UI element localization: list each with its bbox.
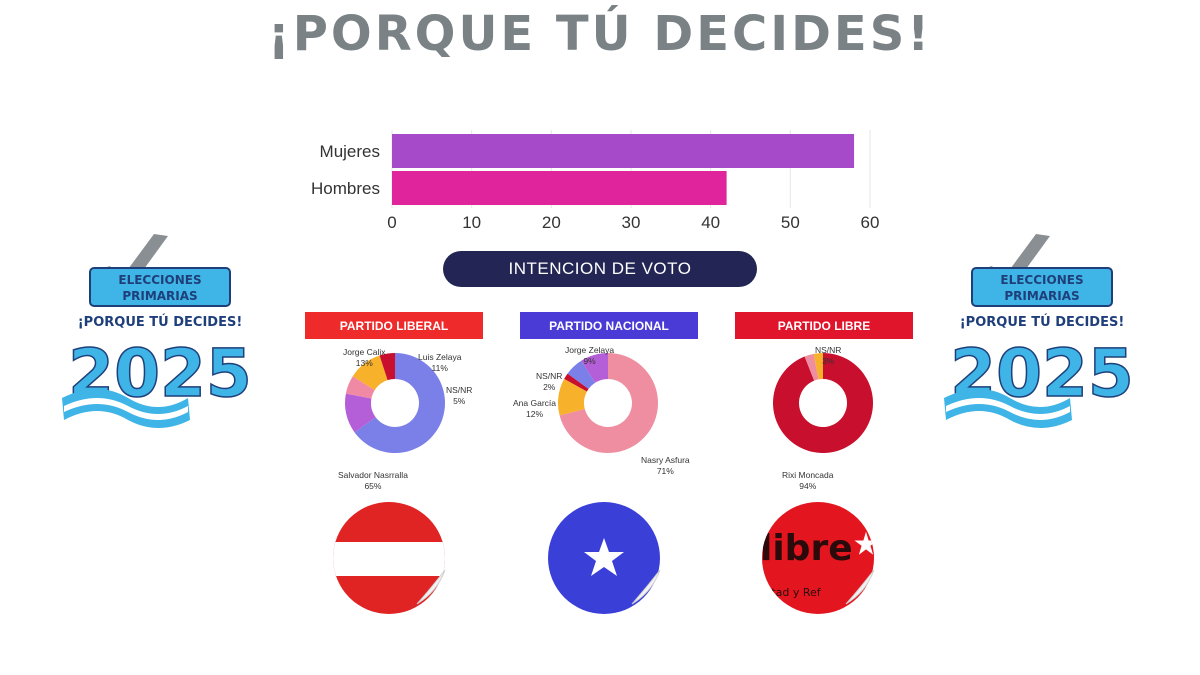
data-label-nacional-nsnr: NS/NR 2% xyxy=(536,371,563,392)
y-category-label: Mujeres xyxy=(320,142,380,161)
donut-slice xyxy=(559,353,658,453)
x-tick-label: 0 xyxy=(387,213,396,232)
data-label-liberal-nasrralla: Salvador Nasrralla 65% xyxy=(338,470,408,491)
donut-slice xyxy=(813,353,823,380)
party-header-liberal: PARTIDO LIBERAL xyxy=(305,312,483,339)
data-label-nacional-asfura: Nasry Asfura 71% xyxy=(641,455,690,476)
donut-slice xyxy=(804,353,819,381)
donut-slice xyxy=(564,373,589,392)
donut-slice xyxy=(581,353,608,383)
gender-bar-chart: 0 10 20 30 40 50 60 Mujeres Hombres xyxy=(311,130,880,232)
data-label-libre-moncada: Rixi Moncada 94% xyxy=(782,470,834,491)
liberal-donut-chart xyxy=(345,353,445,453)
bar-mujeres xyxy=(392,134,855,168)
data-label-liberal-zelaya: Luis Zelaya 11% xyxy=(418,352,462,373)
data-label-nacional-garcia: Ana García 12% xyxy=(513,398,556,419)
star-icon xyxy=(851,528,874,558)
x-tick-label: 40 xyxy=(701,213,720,232)
x-tick-label: 30 xyxy=(622,213,641,232)
data-label-liberal-nsnr: NS/NR 5% xyxy=(446,385,473,406)
nacional-donut-chart xyxy=(558,353,658,453)
logo-year: 2025 xyxy=(68,335,252,412)
donut-slice xyxy=(345,393,376,433)
donut-slice xyxy=(345,376,375,399)
libre-motto: ertad y Ref xyxy=(762,586,822,599)
x-tick-label: 50 xyxy=(781,213,800,232)
page-title: ¡PORQUE TÚ DECIDES! xyxy=(267,6,933,62)
logo-line2: PRIMARIAS xyxy=(1004,289,1079,303)
donut-slice xyxy=(354,353,445,453)
x-tick-label: 20 xyxy=(542,213,561,232)
data-label-libre-nsnr: NS/NR 3% xyxy=(815,345,842,366)
data-label-liberal-calix: Jorge Calix 13% xyxy=(343,347,386,368)
donut-slice xyxy=(773,353,873,453)
logo-tagline: ¡PORQUE TÚ DECIDES! xyxy=(960,314,1125,330)
party-header-libre: PARTIDO LIBRE xyxy=(735,312,913,339)
y-category-label: Hombres xyxy=(311,179,380,198)
logo-tagline: ¡PORQUE TÚ DECIDES! xyxy=(78,314,243,330)
party-header-label: PARTIDO NACIONAL xyxy=(549,318,669,333)
liberal-flag-sticker xyxy=(333,502,446,614)
x-tick-label: 60 xyxy=(861,213,880,232)
libre-word: libre xyxy=(762,528,853,569)
vote-intention-pill: INTENCION DE VOTO xyxy=(443,251,757,287)
star-icon xyxy=(584,538,624,576)
elecciones-primarias-logo-right: ELECCIONES PRIMARIAS ¡PORQUE TÚ DECIDES!… xyxy=(944,234,1135,428)
vote-intention-label: INTENCION DE VOTO xyxy=(508,259,692,278)
party-header-nacional: PARTIDO NACIONAL xyxy=(520,312,698,339)
donut-slice xyxy=(567,360,596,389)
logo-line1: ELECCIONES xyxy=(1000,273,1083,287)
elecciones-primarias-logo-left: ELECCIONES PRIMARIAS ¡PORQUE TÚ DECIDES!… xyxy=(62,234,253,428)
party-header-label: PARTIDO LIBERAL xyxy=(339,318,449,333)
data-label-nacional-zelaya: Jorge Zelaya 9% xyxy=(565,345,615,366)
donut-slice xyxy=(379,353,395,381)
bar-hombres xyxy=(392,171,727,205)
donut-slice xyxy=(558,378,587,416)
libre-donut-chart xyxy=(773,353,873,453)
x-tick-label: 10 xyxy=(462,213,481,232)
libre-logo-sticker: libre ertad y Ref xyxy=(762,502,875,614)
logo-line2: PRIMARIAS xyxy=(122,289,197,303)
party-header-label: PARTIDO LIBRE xyxy=(777,318,871,333)
logo-line1: ELECCIONES xyxy=(118,273,201,287)
nacional-star-sticker xyxy=(548,502,661,614)
donut-slice xyxy=(352,355,388,391)
